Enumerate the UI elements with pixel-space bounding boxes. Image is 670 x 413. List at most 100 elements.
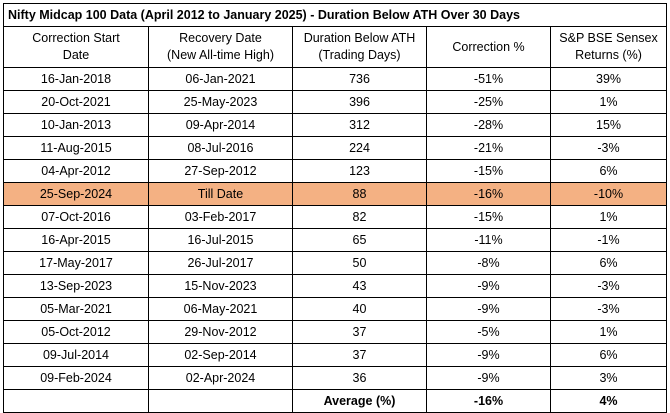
cell-correction-pct: -11%: [426, 228, 551, 252]
cell-correction-start: 05-Mar-2021: [3, 297, 149, 321]
header-sensex-returns: S&P BSE Sensex Returns (%): [549, 26, 668, 68]
cell-correction-start: 05-Oct-2012: [3, 320, 149, 344]
cell-recovery-date: 08-Jul-2016: [148, 136, 293, 160]
cell-sensex-returns: 6%: [549, 251, 668, 275]
cell-recovery-date: 06-May-2021: [148, 297, 293, 321]
average-row: Average (%) -16% 4%: [3, 389, 668, 413]
cell-correction-start: 20-Oct-2021: [3, 90, 149, 114]
cell-sensex-returns: 6%: [549, 343, 668, 367]
cell-correction-start: 16-Jan-2018: [3, 67, 149, 91]
cell-duration: 123: [292, 159, 427, 183]
cell-recovery-date: 29-Nov-2012: [148, 320, 293, 344]
header-line: Correction Start: [32, 31, 120, 45]
cell-correction-pct: -25%: [426, 90, 551, 114]
cell-correction-start: 07-Oct-2016: [3, 205, 149, 229]
cell-sensex-returns: 39%: [549, 67, 668, 91]
cell-duration: 37: [292, 320, 427, 344]
cell-sensex-returns: 1%: [549, 90, 668, 114]
cell-correction-pct: -51%: [426, 67, 551, 91]
table-row: 07-Oct-2016 03-Feb-2017 82 -15% 1%: [3, 205, 668, 229]
table-row: 09-Feb-2024 02-Apr-2024 36 -9% 3%: [3, 366, 668, 390]
cell-correction-pct: -5%: [426, 320, 551, 344]
cell-duration: 82: [292, 205, 427, 229]
title-row: Nifty Midcap 100 Data (April 2012 to Jan…: [2, 3, 668, 27]
cell-recovery-date: 16-Jul-2015: [148, 228, 293, 252]
header-line: (Trading Days): [318, 48, 401, 62]
cell-correction-pct: -9%: [426, 297, 551, 321]
cell-sensex-returns: -3%: [549, 274, 668, 298]
table-row-highlighted: 25-Sep-2024 Till Date 88 -16% -10%: [3, 182, 668, 206]
table-row: 05-Oct-2012 29-Nov-2012 37 -5% 1%: [3, 320, 668, 344]
cell-duration: 65: [292, 228, 427, 252]
average-correction: -16%: [426, 389, 551, 413]
table-row: 16-Jan-2018 06-Jan-2021 736 -51% 39%: [3, 67, 668, 91]
cell-correction-pct: -16%: [426, 182, 551, 206]
header-line: Correction %: [452, 39, 525, 54]
cell-correction-start: 16-Apr-2015: [3, 228, 149, 252]
cell-sensex-returns: -3%: [549, 136, 668, 160]
empty-cell: [3, 389, 149, 413]
header-correction-pct: Correction %: [426, 26, 551, 68]
cell-correction-pct: -28%: [426, 113, 551, 137]
header-row: Correction Start Date Recovery Date (New…: [3, 26, 668, 68]
table-row: 16-Apr-2015 16-Jul-2015 65 -11% -1%: [3, 228, 668, 252]
cell-recovery-date: 09-Apr-2014: [148, 113, 293, 137]
table-row: 10-Jan-2013 09-Apr-2014 312 -28% 15%: [3, 113, 668, 137]
cell-recovery-date: 27-Sep-2012: [148, 159, 293, 183]
cell-duration: 736: [292, 67, 427, 91]
cell-recovery-date: 15-Nov-2023: [148, 274, 293, 298]
cell-correction-pct: -15%: [426, 159, 551, 183]
cell-duration: 312: [292, 113, 427, 137]
cell-sensex-returns: 3%: [549, 366, 668, 390]
table-row: 04-Apr-2012 27-Sep-2012 123 -15% 6%: [3, 159, 668, 183]
cell-sensex-returns: -10%: [549, 182, 668, 206]
table-title: Nifty Midcap 100 Data (April 2012 to Jan…: [2, 3, 668, 27]
table-row: 05-Mar-2021 06-May-2021 40 -9% -3%: [3, 297, 668, 321]
cell-recovery-date: 26-Jul-2017: [148, 251, 293, 275]
cell-sensex-returns: -3%: [549, 297, 668, 321]
cell-recovery-date: 06-Jan-2021: [148, 67, 293, 91]
header-line: Recovery Date: [179, 31, 262, 45]
cell-correction-pct: -9%: [426, 343, 551, 367]
cell-recovery-date: 02-Sep-2014: [148, 343, 293, 367]
cell-duration: 50: [292, 251, 427, 275]
cell-recovery-date: 03-Feb-2017: [148, 205, 293, 229]
header-line: (New All-time High): [167, 48, 274, 62]
average-label: Average (%): [292, 389, 427, 413]
cell-correction-pct: -9%: [426, 274, 551, 298]
cell-duration: 36: [292, 366, 427, 390]
cell-correction-start: 25-Sep-2024: [3, 182, 149, 206]
cell-recovery-date: 02-Apr-2024: [148, 366, 293, 390]
empty-cell: [148, 389, 293, 413]
nifty-midcap-table: Nifty Midcap 100 Data (April 2012 to Jan…: [2, 3, 668, 413]
cell-duration: 88: [292, 182, 427, 206]
cell-duration: 396: [292, 90, 427, 114]
cell-correction-start: 13-Sep-2023: [3, 274, 149, 298]
table-row: 20-Oct-2021 25-May-2023 396 -25% 1%: [3, 90, 668, 114]
header-line: Date: [62, 48, 90, 62]
cell-correction-pct: -15%: [426, 205, 551, 229]
cell-correction-start: 17-May-2017: [3, 251, 149, 275]
cell-correction-start: 10-Jan-2013: [3, 113, 149, 137]
cell-duration: 37: [292, 343, 427, 367]
average-sensex: 4%: [549, 389, 668, 413]
header-duration: Duration Below ATH (Trading Days): [292, 26, 427, 68]
cell-correction-pct: -9%: [426, 366, 551, 390]
cell-correction-pct: -8%: [426, 251, 551, 275]
data-table-sheet: Nifty Midcap 100 Data (April 2012 to Jan…: [2, 3, 668, 413]
cell-recovery-date: 25-May-2023: [148, 90, 293, 114]
cell-sensex-returns: 1%: [549, 205, 668, 229]
cell-sensex-returns: 1%: [549, 320, 668, 344]
cell-duration: 40: [292, 297, 427, 321]
cell-sensex-returns: -1%: [549, 228, 668, 252]
table-row: 13-Sep-2023 15-Nov-2023 43 -9% -3%: [3, 274, 668, 298]
cell-correction-start: 04-Apr-2012: [3, 159, 149, 183]
cell-recovery-date: Till Date: [148, 182, 293, 206]
cell-sensex-returns: 6%: [549, 159, 668, 183]
header-recovery-date: Recovery Date (New All-time High): [148, 26, 293, 68]
cell-duration: 224: [292, 136, 427, 160]
cell-correction-pct: -21%: [426, 136, 551, 160]
table-row: 09-Jul-2014 02-Sep-2014 37 -9% 6%: [3, 343, 668, 367]
header-correction-start: Correction Start Date: [3, 26, 149, 68]
header-line: S&P BSE Sensex: [559, 31, 658, 45]
